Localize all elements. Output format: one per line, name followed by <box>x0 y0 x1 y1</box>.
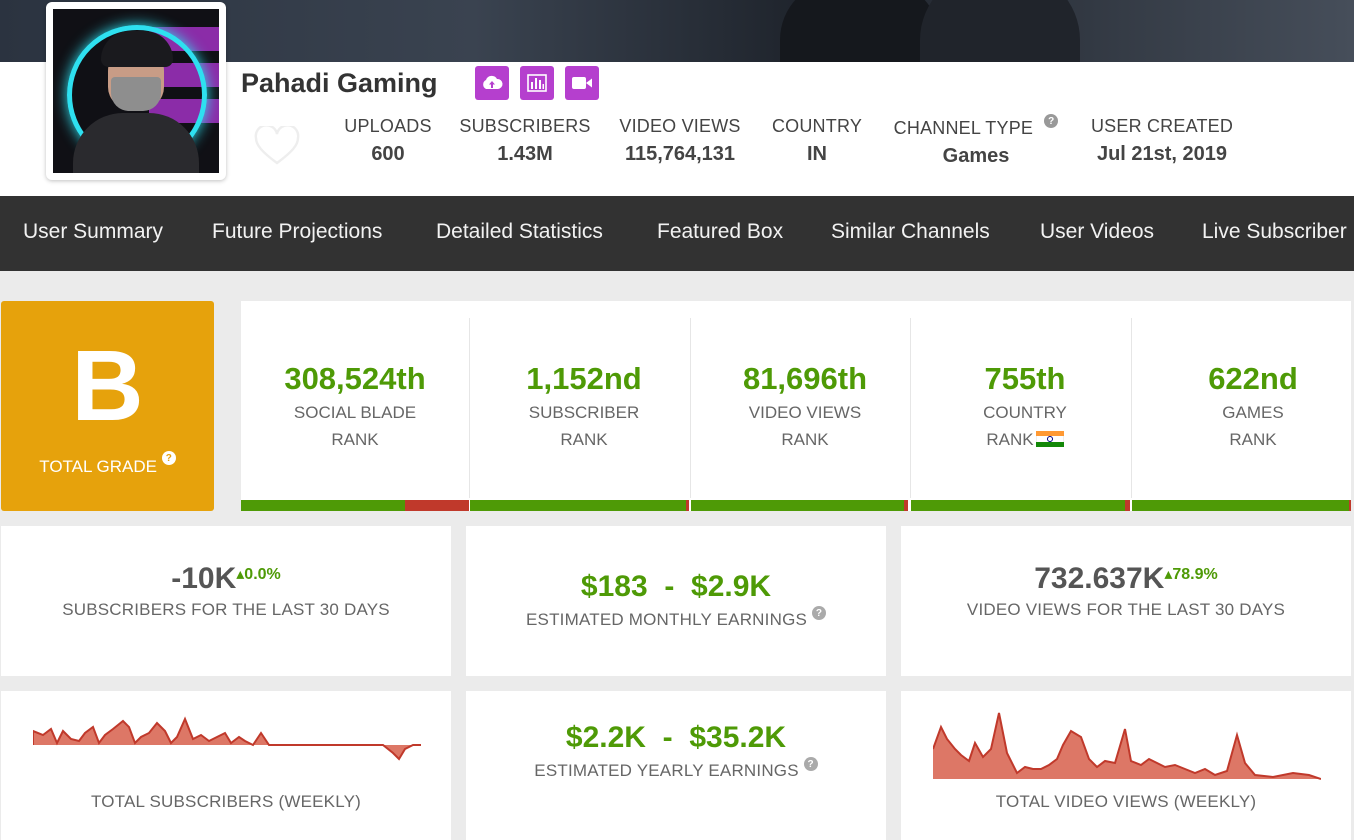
views-30-value: 732.637K <box>1034 562 1165 595</box>
rank-games: 622nd GAMES RANK <box>1139 301 1354 499</box>
rank-progress-bar <box>241 500 469 511</box>
rank-label: SOCIAL BLADE <box>293 403 417 422</box>
sparkline-area <box>933 713 1321 779</box>
stat-value: Games <box>942 145 1010 167</box>
avatar-image <box>53 9 219 173</box>
grade-letter: B <box>71 330 144 442</box>
rank-progress-bar <box>691 500 908 511</box>
rank-social-blade: 308,524th SOCIAL BLADE RANK <box>241 301 469 499</box>
tab-detailed-statistics[interactable]: Detailed Statistics <box>436 220 603 243</box>
stat-video-views: VIDEO VIEWS 115,764,131 <box>610 116 750 166</box>
banner-figure <box>920 0 1080 62</box>
grade-label-row: TOTAL GRADE ? <box>1 451 214 477</box>
total-grade-card: B TOTAL GRADE ? <box>1 301 214 511</box>
stat-user-created: USER CREATED Jul 21st, 2019 <box>1082 116 1242 166</box>
stat-value: Jul 21st, 2019 <box>1096 143 1228 165</box>
rank-country: 755th COUNTRY RANK <box>911 301 1139 499</box>
stat-value: IN <box>807 143 827 165</box>
subs-30-value: -10K <box>171 562 237 595</box>
tab-similar-channels[interactable]: Similar Channels <box>831 220 990 243</box>
channel-name: Pahadi Gaming <box>241 68 438 98</box>
subs-weekly-label: TOTAL SUBSCRIBERS (WEEKLY) <box>90 792 361 811</box>
channel-header: Pahadi Gaming UPLOADS 600 SUBSCRIBERS 1.… <box>0 2 1354 196</box>
yearly-earnings-range: $2.2K - $35.2K <box>565 721 787 754</box>
yearly-earnings-card: $2.2K - $35.2K ESTIMATED YEARLY EARNINGS… <box>466 691 886 840</box>
rank-label: RANK <box>560 430 608 449</box>
monthly-earnings-card: $183 - $2.9K ESTIMATED MONTHLY EARNINGS … <box>466 526 886 676</box>
rank-label: RANK <box>781 430 829 449</box>
india-flag-icon <box>1035 431 1064 447</box>
tab-future-projections[interactable]: Future Projections <box>212 220 383 243</box>
stat-label: COUNTRY <box>771 116 863 136</box>
rank-card <box>241 301 1351 511</box>
rank-subscriber: 1,152nd SUBSCRIBER RANK <box>470 301 698 499</box>
help-icon[interactable]: ? <box>1044 114 1059 128</box>
subs-30-change: ▴0.0% <box>236 566 281 583</box>
banner-figure <box>780 0 940 62</box>
heart-icon[interactable] <box>254 126 300 166</box>
rank-video-views: 81,696th VIDEO VIEWS RANK <box>691 301 919 499</box>
stat-value: 1.43M <box>497 143 553 165</box>
help-icon[interactable]: ? <box>811 606 826 620</box>
stat-value: 115,764,131 <box>624 143 736 165</box>
sparkline-line <box>933 712 1321 780</box>
rank-label: RANK <box>1229 430 1277 449</box>
monthly-earnings-range: $183 - $2.9K <box>580 570 772 603</box>
rank-value: 81,696th <box>742 361 868 396</box>
rank-label: SUBSCRIBER <box>528 403 640 422</box>
stat-value: 600 <box>371 143 405 165</box>
rank-label: COUNTRY <box>983 403 1067 422</box>
rank-value: 308,524th <box>284 361 426 396</box>
stat-country: COUNTRY IN <box>763 116 871 166</box>
stat-label: UPLOADS <box>344 116 432 136</box>
stat-subscribers: SUBSCRIBERS 1.43M <box>455 116 595 166</box>
rank-value: 1,152nd <box>526 361 642 396</box>
upload-cloud-icon[interactable] <box>475 66 509 100</box>
rank-label: GAMES <box>1222 403 1284 422</box>
stat-label: CHANNEL TYPE <box>893 118 1034 138</box>
sparkline-line <box>33 716 421 761</box>
subscribers-30-days-card: -10K▴0.0% SUBSCRIBERS FOR THE LAST 30 DA… <box>1 526 451 676</box>
help-icon[interactable]: ? <box>161 451 176 465</box>
monthly-earnings-label: ESTIMATED MONTHLY EARNINGS <box>526 610 808 629</box>
nav-bar: User Summary Future Projections Detailed… <box>0 196 1354 271</box>
video-views-sparkline <box>933 712 1321 780</box>
views-30-label: VIDEO VIEWS FOR THE LAST 30 DAYS <box>966 600 1286 619</box>
avatar[interactable] <box>46 2 226 180</box>
tab-user-summary[interactable]: User Summary <box>23 220 164 243</box>
stat-uploads: UPLOADS 600 <box>330 116 446 166</box>
video-views-weekly-card: TOTAL VIDEO VIEWS (WEEKLY) <box>901 691 1351 840</box>
tab-featured-box[interactable]: Featured Box <box>657 220 784 243</box>
yearly-earnings-label: ESTIMATED YEARLY EARNINGS <box>534 761 799 780</box>
stat-channel-type: CHANNEL TYPE ? Games <box>884 114 1068 168</box>
stat-label: SUBSCRIBERS <box>459 116 591 136</box>
subs-30-label: SUBSCRIBERS FOR THE LAST 30 DAYS <box>62 600 390 619</box>
rank-label: RANK <box>331 430 379 449</box>
tab-live-subscriber[interactable]: Live Subscriber <box>1202 220 1347 243</box>
tab-user-videos[interactable]: User Videos <box>1040 220 1155 243</box>
views-30-days-card: 732.637K▴78.9% VIDEO VIEWS FOR THE LAST … <box>901 526 1351 676</box>
rank-progress-bar <box>470 500 689 511</box>
stat-label: VIDEO VIEWS <box>619 116 741 136</box>
video-camera-icon[interactable] <box>565 66 599 100</box>
grade-label: TOTAL GRADE <box>39 457 158 476</box>
rank-label: VIDEO VIEWS <box>748 403 862 422</box>
views-weekly-label: TOTAL VIDEO VIEWS (WEEKLY) <box>995 792 1257 811</box>
views-30-change: ▴78.9% <box>1164 566 1218 583</box>
rank-progress-bar <box>911 500 1130 511</box>
bar-chart-icon[interactable] <box>520 66 554 100</box>
rank-value: 755th <box>984 361 1066 396</box>
rank-value: 622nd <box>1208 361 1298 396</box>
subscribers-sparkline <box>33 716 421 761</box>
rank-progress-bar <box>1132 500 1351 511</box>
rank-label: RANK <box>986 430 1034 449</box>
help-icon[interactable]: ? <box>803 757 818 771</box>
stat-label: USER CREATED <box>1090 116 1234 136</box>
sparkline-area <box>33 719 421 759</box>
subscribers-weekly-card: TOTAL SUBSCRIBERS (WEEKLY) <box>1 691 451 840</box>
